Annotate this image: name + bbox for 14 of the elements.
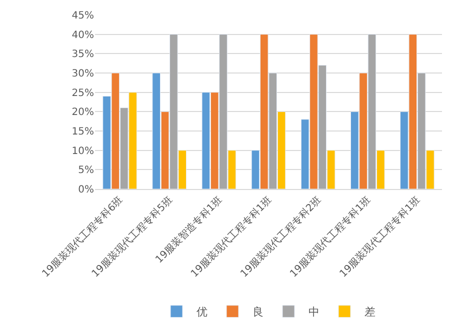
y-tick-label: 5% [78, 165, 94, 176]
y-tick-label: 10% [72, 146, 94, 157]
y-tick-label: 20% [72, 107, 94, 118]
legend-label: 优 [196, 306, 208, 319]
y-tick-label: 30% [72, 68, 94, 80]
y-tick-label: 25% [72, 88, 94, 99]
legend-label: 中 [308, 306, 320, 319]
y-tick-label: 45% [72, 10, 94, 22]
y-tick-label: 0% [78, 184, 94, 196]
y-tick-label: 40% [72, 30, 94, 41]
y-tick-label: 15% [72, 126, 94, 138]
legend-label: 良 [252, 306, 264, 319]
legend-label: 差 [364, 306, 376, 319]
y-tick-label: 35% [72, 49, 94, 60]
